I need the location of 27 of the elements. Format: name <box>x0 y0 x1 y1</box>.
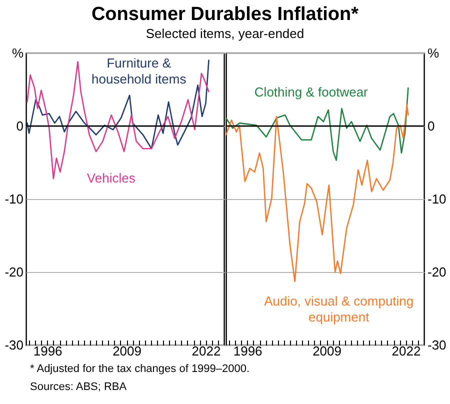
source-note: Sources: ABS; RBA <box>30 381 127 393</box>
series-label: Clothing & footwear <box>254 84 369 100</box>
x-tick-label: 2022 <box>392 344 421 358</box>
y-tick-label: -20 <box>428 264 446 280</box>
x-tick-label: 2022 <box>192 344 221 358</box>
y-tick-label: 0 <box>428 118 435 134</box>
y-tick-label: -30 <box>428 338 446 352</box>
y-tick-label: % <box>428 46 440 60</box>
y-tick-label: % <box>12 46 24 60</box>
line-series <box>225 87 409 161</box>
series-label: Vehicles <box>86 170 136 186</box>
text: * Adjusted for the tax changes of 1999–2000. <box>30 363 250 375</box>
x-tick-label: 1996 <box>33 344 62 358</box>
text: Audio, visual & computing equipment <box>264 293 414 324</box>
y-tick-label: -10 <box>428 192 446 206</box>
y-tick-label: 0 <box>16 118 24 134</box>
series-label: Furniture & household items <box>92 55 187 86</box>
x-tick-label: 1996 <box>233 344 262 358</box>
chart-subtitle: Selected items, year-ended <box>144 26 306 41</box>
x-tick-label: 2009 <box>312 344 342 358</box>
y-tick-label: -20 <box>4 264 24 280</box>
x-tick-label: 2009 <box>112 344 142 358</box>
line-series <box>26 60 210 150</box>
y-tick-label: -30 <box>4 338 24 352</box>
line-series <box>225 104 409 282</box>
y-tick-label: -10 <box>4 192 24 206</box>
chart-title: Consumer Durables Inflation* <box>90 4 360 26</box>
